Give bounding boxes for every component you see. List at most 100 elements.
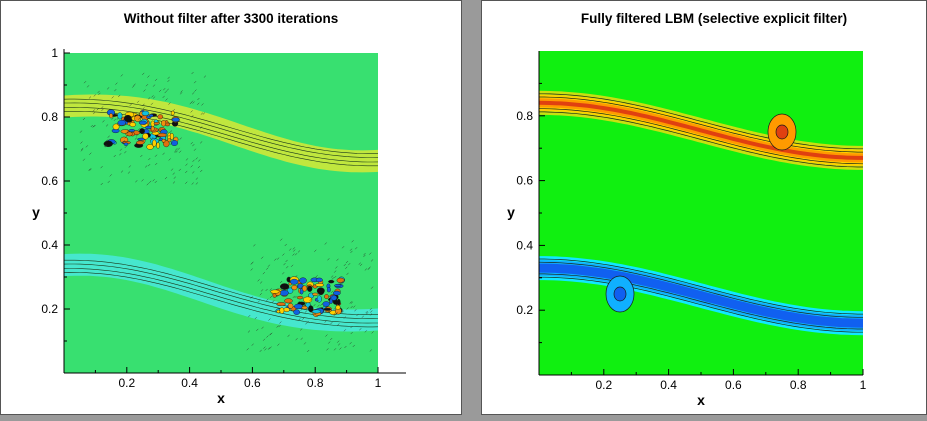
left-noise-speck — [296, 285, 299, 288]
left-noise-speck — [190, 165, 193, 168]
left-lower-contour-line — [64, 271, 378, 328]
left-noise-speck — [154, 154, 158, 157]
left-noise-speck — [306, 284, 309, 288]
left-noise-speck — [90, 124, 94, 128]
left-noise-blob — [134, 115, 142, 122]
left-noise-blob — [270, 289, 280, 294]
left-noise-speck — [324, 242, 327, 245]
left-noise-speck — [361, 315, 365, 318]
left-noise-speck — [105, 144, 108, 148]
left-noise-speck — [192, 92, 195, 95]
left-noise-speck — [317, 304, 320, 307]
left-lower-contour-line — [64, 259, 378, 315]
left-y-tick-label: 0.2 — [41, 302, 58, 316]
left-noise-speck — [325, 334, 328, 337]
left-noise-speck — [172, 181, 176, 184]
left-noise-blob — [335, 304, 341, 310]
right-lower-contour-line — [539, 258, 863, 315]
right-x-tick-label: 1 — [860, 378, 867, 392]
left-y-axis-title: y — [32, 204, 40, 220]
right-x-tick-label: 0.8 — [790, 378, 807, 392]
left-lower-contour-line — [64, 263, 378, 319]
left-noise-speck — [350, 301, 354, 304]
left-noise-blob — [156, 142, 160, 149]
left-x-axis-title: x — [217, 390, 225, 406]
left-noise-speck — [147, 97, 151, 100]
left-noise-speck — [148, 157, 151, 161]
left-noise-speck — [328, 341, 331, 344]
left-noise-speck — [106, 87, 110, 90]
left-noise-speck — [350, 325, 353, 329]
left-noise-blob — [294, 303, 304, 310]
left-noise-speck — [185, 170, 188, 174]
left-noise-speck — [256, 328, 259, 332]
left-noise-speck — [266, 298, 269, 301]
left-noise-speck — [178, 150, 182, 153]
right-y-tick-label: 0.4 — [516, 238, 533, 252]
right-contours — [539, 90, 863, 336]
left-noise-speck — [189, 101, 192, 105]
left-noise-speck — [142, 103, 145, 106]
left-noise-speck — [364, 330, 368, 333]
left-noise-speck — [175, 150, 178, 153]
left-noise-speck — [141, 179, 144, 182]
left-noise-speck — [306, 349, 310, 353]
left-noise-speck — [149, 180, 152, 184]
right-lower-contour-line — [539, 273, 863, 330]
left-noise-speck — [192, 101, 195, 104]
left-noise-blob — [120, 129, 129, 134]
left-noise-blob — [117, 120, 126, 126]
left-noise-speck — [304, 310, 308, 313]
left-noise-speck — [367, 267, 370, 271]
left-noise-blob — [160, 120, 167, 127]
left-noise-speck — [142, 107, 145, 110]
left-noise-speck — [343, 316, 346, 319]
left-noise-speck — [292, 295, 296, 299]
left-noise-speck — [327, 258, 330, 261]
right-lower-contour-line — [539, 276, 863, 333]
left-noise-speck — [200, 112, 204, 115]
left-noise-speck — [82, 117, 86, 121]
left-noise-speck — [279, 321, 282, 324]
left-noise-speck — [341, 310, 344, 313]
left-noise-speck — [330, 321, 333, 325]
left-noise-speck — [168, 102, 171, 105]
left-noise-speck — [154, 129, 157, 132]
right-lower-vortex-core — [613, 286, 627, 302]
left-noise-speck — [335, 312, 338, 315]
left-noise-speck — [346, 307, 349, 310]
left-noise-blob — [296, 295, 304, 300]
left-x-tick-label: 0.6 — [244, 376, 261, 390]
left-noise-speck — [284, 243, 287, 247]
right-upper-contour-line — [539, 96, 863, 153]
left-noise-speck — [89, 152, 92, 155]
left-noise-speck — [109, 174, 112, 177]
left-noise-blob — [336, 277, 345, 283]
left-noise-speck — [195, 157, 198, 160]
left-noise-speck — [262, 338, 266, 341]
left-noise-blob — [170, 110, 175, 116]
left-noise-speck — [197, 165, 201, 169]
right-upper-contour-line — [539, 111, 863, 168]
left-noise-blob — [161, 138, 166, 143]
left-noise-speck — [167, 79, 170, 83]
left-upper-contour-line — [64, 102, 378, 158]
left-noise-speck — [150, 102, 154, 106]
left-noise-speck — [303, 342, 307, 345]
left-noise-speck — [127, 171, 131, 174]
left-noise-speck — [267, 347, 271, 350]
left-noise-speck — [265, 288, 268, 292]
left-noise-blob — [157, 114, 164, 120]
left-noise-speck — [133, 83, 136, 86]
left-noise-speck — [297, 250, 301, 253]
left-noise-speck — [316, 299, 320, 303]
left-noise-speck — [166, 88, 169, 91]
right-upper-contour-line — [539, 108, 863, 165]
left-noise-speck — [283, 262, 286, 266]
left-noise-speck — [292, 253, 295, 256]
left-noise-speck — [300, 328, 303, 331]
left-noise-speck — [350, 331, 353, 335]
left-noise-speck — [81, 147, 84, 151]
left-noise-speck — [100, 165, 103, 169]
left-noise-speck — [198, 159, 201, 162]
